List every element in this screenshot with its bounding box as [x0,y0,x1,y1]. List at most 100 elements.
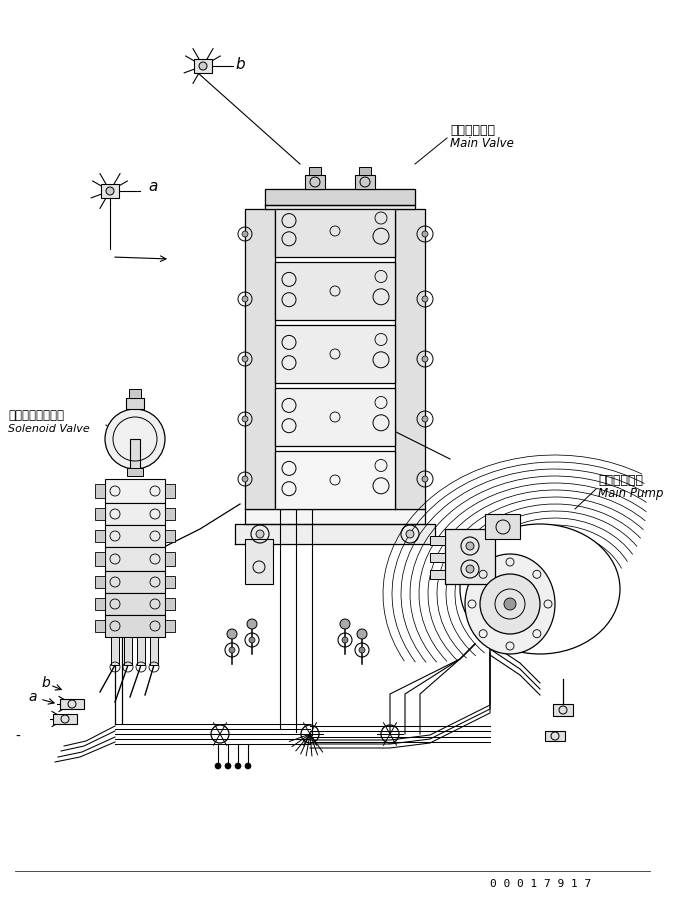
Circle shape [504,598,516,610]
Text: ソレノイドバルブ: ソレノイドバルブ [8,409,64,422]
Bar [95,484,105,498]
Circle shape [106,187,114,195]
Text: b: b [235,57,245,72]
Bar [165,484,175,498]
Bar [105,547,165,571]
Bar [355,175,375,189]
Bar [165,552,175,566]
Circle shape [242,231,248,237]
Bar [95,620,105,632]
Bar [430,570,445,579]
Bar [275,451,395,509]
Bar [245,539,273,584]
Bar [111,637,119,665]
Bar [165,576,175,588]
Bar [485,514,520,539]
Bar [165,508,175,520]
Polygon shape [265,189,415,205]
Circle shape [242,476,248,482]
Bar [359,167,371,175]
Polygon shape [265,205,415,209]
Circle shape [466,565,474,573]
Circle shape [247,619,257,629]
Text: b: b [42,676,51,690]
Polygon shape [235,524,435,544]
Text: Solenoid Valve: Solenoid Valve [8,424,90,434]
Bar [101,184,119,198]
Circle shape [249,637,255,643]
Bar [95,576,105,588]
Circle shape [242,296,248,302]
Circle shape [229,647,235,653]
Bar [95,552,105,566]
Bar [95,598,105,610]
Bar [105,525,165,547]
Text: 0 0 0 1 7 9 1 7: 0 0 0 1 7 9 1 7 [490,879,592,889]
Circle shape [215,763,221,769]
Bar [95,508,105,520]
Bar [105,479,165,503]
Bar [105,503,165,525]
Ellipse shape [465,554,555,654]
Circle shape [422,231,428,237]
Bar [130,439,140,472]
Bar [275,388,395,446]
Bar [194,59,212,73]
Bar [150,637,158,665]
Circle shape [342,637,348,643]
Bar [305,175,325,189]
Bar [126,398,144,409]
Circle shape [422,296,428,302]
Polygon shape [245,209,275,509]
Bar [95,530,105,542]
Circle shape [105,409,165,469]
Bar [127,468,143,476]
Text: a: a [28,690,36,704]
Bar [275,262,395,320]
Bar [165,620,175,632]
Text: メインポンプ: メインポンプ [598,474,643,487]
Bar [165,530,175,542]
Bar [137,637,145,665]
Polygon shape [395,209,425,509]
Bar [53,714,77,724]
Bar [124,637,132,665]
Circle shape [340,619,350,629]
Bar [105,615,165,637]
Bar [165,598,175,610]
Bar [275,325,395,383]
Circle shape [422,356,428,362]
Circle shape [242,416,248,422]
Bar [275,205,395,257]
Circle shape [256,530,264,538]
Bar [105,593,165,615]
Ellipse shape [460,524,620,654]
Circle shape [357,629,367,639]
Bar [545,731,565,741]
Text: -: - [15,730,20,744]
Bar [430,536,445,545]
Text: Main Valve: Main Valve [450,137,514,150]
Bar [553,704,573,716]
Bar [105,571,165,593]
Bar [445,529,495,584]
Circle shape [245,763,251,769]
Circle shape [235,763,241,769]
Bar [129,389,141,398]
Bar [309,167,321,175]
Text: メインバルブ: メインバルブ [450,124,495,137]
Circle shape [480,574,540,634]
Circle shape [242,356,248,362]
Circle shape [466,542,474,550]
Circle shape [199,62,207,70]
Bar [430,553,445,562]
Circle shape [422,476,428,482]
Text: a: a [148,179,157,194]
Circle shape [422,416,428,422]
Bar [60,699,84,709]
Circle shape [359,647,365,653]
Polygon shape [245,509,425,524]
Circle shape [227,629,237,639]
Circle shape [406,530,414,538]
Circle shape [225,763,231,769]
